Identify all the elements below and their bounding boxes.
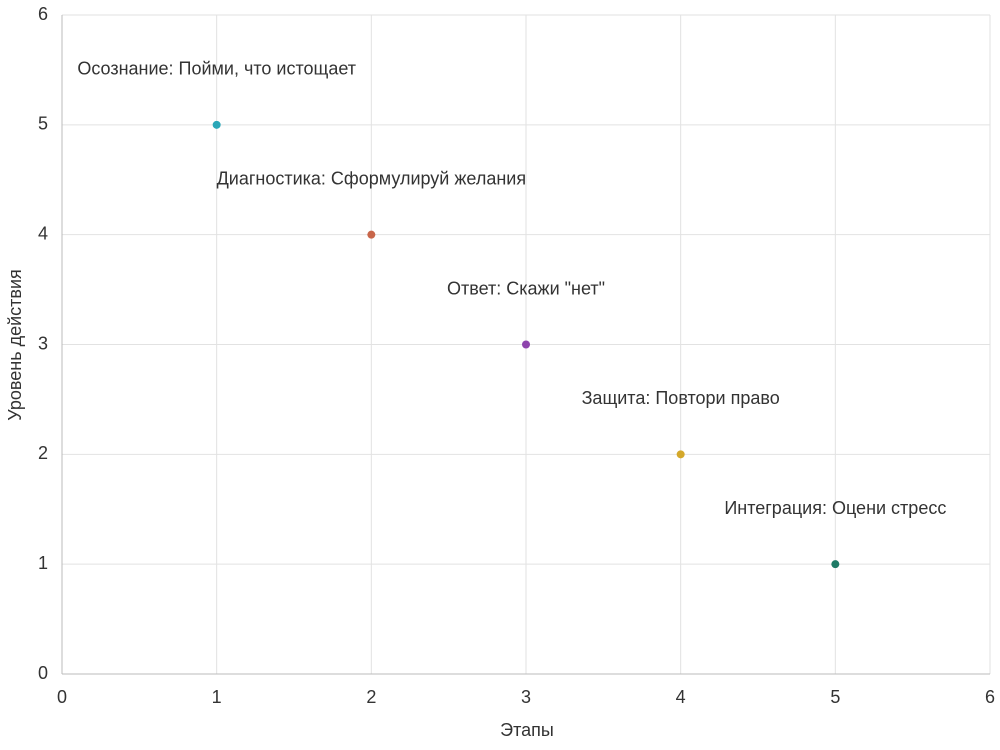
x-axis-label: Этапы [500,720,554,740]
point-label: Интеграция: Оцени стресс [724,498,946,518]
x-tick-label: 3 [521,687,531,707]
x-tick-label: 2 [366,687,376,707]
y-tick-label: 1 [38,553,48,573]
y-tick-label: 2 [38,443,48,463]
y-tick-label: 6 [38,4,48,24]
point-label: Защита: Повтори право [582,388,780,408]
y-tick-label: 3 [38,333,48,353]
point [676,450,685,459]
point [367,230,376,239]
x-tick-label: 4 [676,687,686,707]
x-tick-label: 1 [212,687,222,707]
y-tick-label: 0 [38,663,48,683]
point [831,560,840,569]
point-label: Ответ: Скажи "нет" [447,278,605,298]
y-axis-label: Уровень действия [5,269,25,421]
point-label: Диагностика: Сформулируй желания [217,169,527,189]
y-tick-label: 5 [38,114,48,134]
point-label: Осознание: Пойми, что истощает [77,59,356,79]
y-tick-label: 4 [38,223,48,243]
point [522,340,530,349]
x-tick-label: 6 [985,687,995,707]
x-tick-label: 5 [830,687,840,707]
x-tick-label: 0 [57,687,67,707]
point [212,120,221,129]
